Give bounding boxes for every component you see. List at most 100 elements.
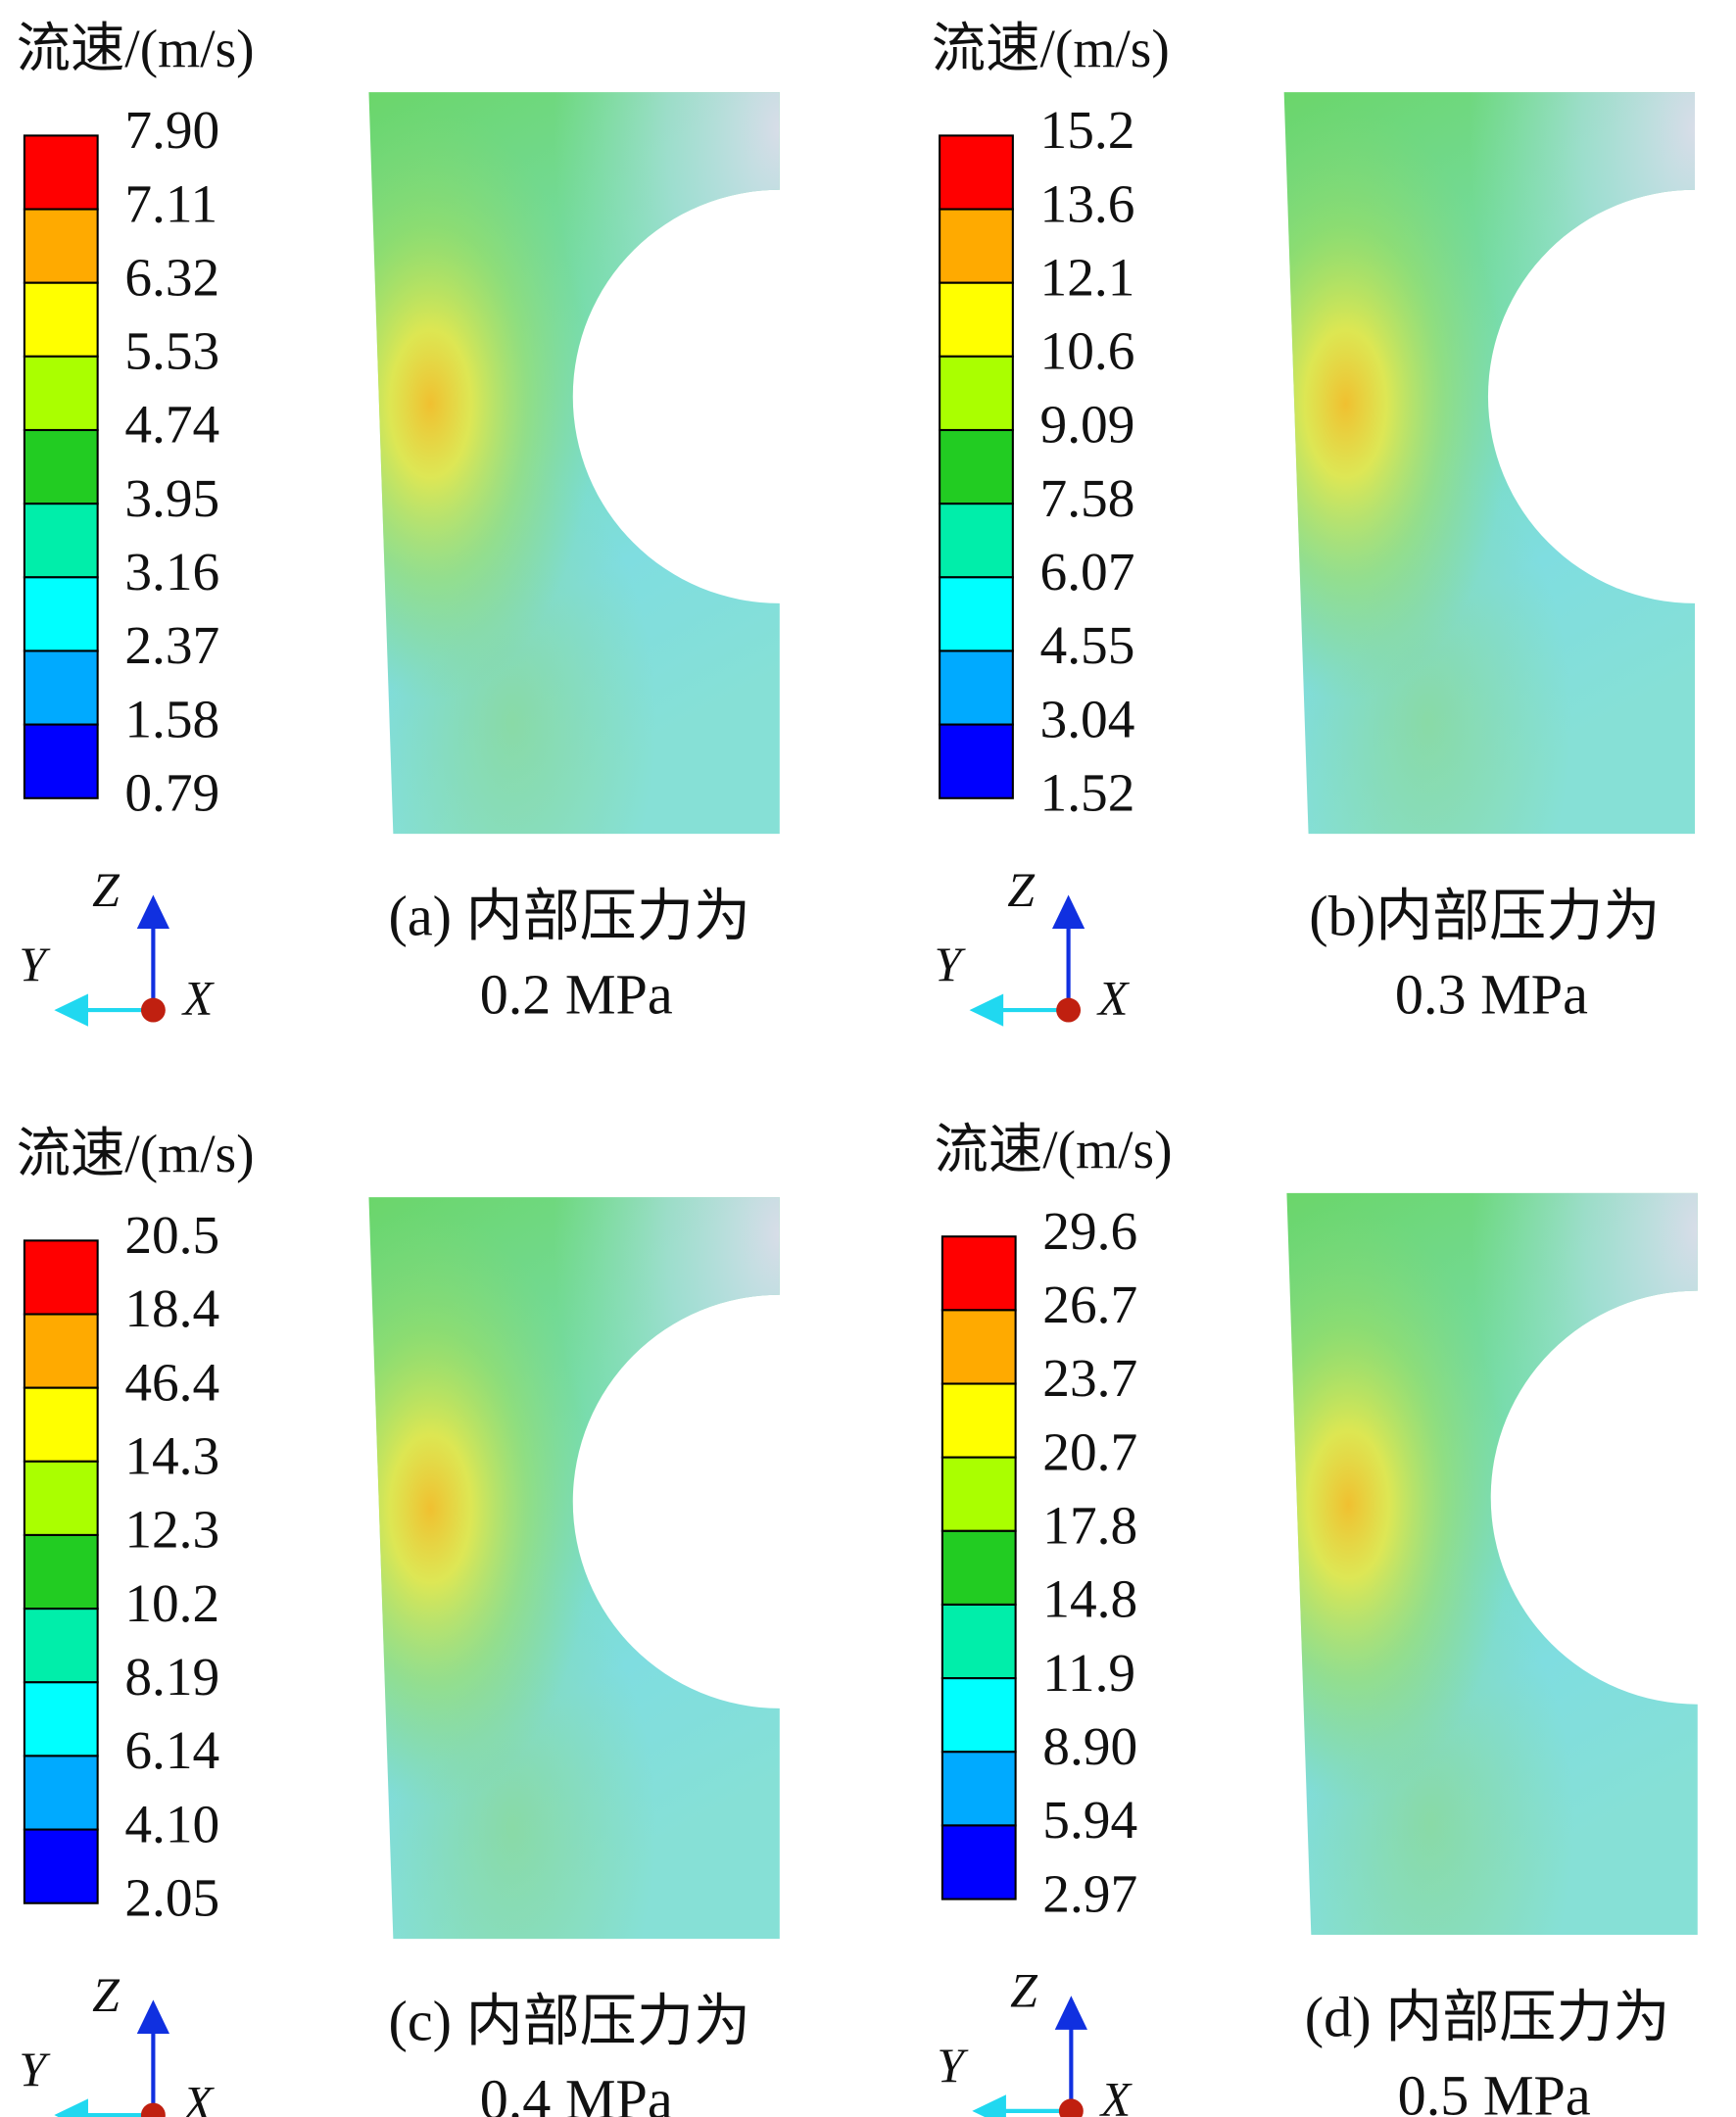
colorbar-segment (940, 1456, 1017, 1532)
colorbar-segment (23, 576, 99, 652)
axis-y-head (969, 993, 1004, 1027)
colorbar-label: 10.6 (1040, 321, 1135, 381)
axis-z-head (136, 894, 170, 930)
colorbar-segment (23, 281, 99, 358)
caption-line: 0.3 MPa (1395, 963, 1588, 1027)
axis-z-head (136, 1999, 170, 2034)
colorbar-label: 29.6 (1042, 1201, 1137, 1261)
colorbar-segment (23, 134, 99, 211)
axis-z-head (1051, 894, 1085, 930)
colorbar-label: 13.6 (1040, 173, 1135, 233)
colorbar-segment (940, 1751, 1017, 1827)
colorbar-segment (939, 428, 1014, 505)
colorbar-segment (23, 723, 99, 799)
colorbar-label: 20.7 (1042, 1421, 1137, 1481)
colorbar-label: 6.07 (1040, 542, 1135, 601)
colorbar-segment (939, 723, 1014, 799)
axis-z-label: Z (92, 1968, 121, 2022)
colorbar-segment (940, 1235, 1017, 1312)
axis-y-label: Y (19, 938, 51, 991)
colorbar-segment (940, 1382, 1017, 1459)
colorbar-label: 8.19 (124, 1647, 219, 1707)
colorbar-label: 1.58 (124, 689, 219, 748)
colorbar-segment (23, 1681, 99, 1757)
axis-z-head (1054, 1996, 1087, 2030)
legend-title: 流速/(m/s) (17, 19, 255, 78)
axis-y-head (54, 993, 88, 1027)
legend-title: 流速/(m/s) (935, 1120, 1173, 1179)
colorbar-label: 12.1 (1040, 247, 1135, 307)
colorbar-label: 17.8 (1042, 1496, 1137, 1556)
legend-title: 流速/(m/s) (17, 1124, 255, 1183)
axis-x-label: X (1099, 2072, 1133, 2117)
colorbar-label: 1.52 (1040, 762, 1135, 822)
colorbar-segment (23, 1828, 99, 1904)
colorbar-segment (23, 1755, 99, 1831)
colorbar-segment (939, 503, 1014, 579)
colorbar-segment (23, 1313, 99, 1389)
panel: 流速/(m/s) 29.6 26.7 23.7 20.7 17.8 14.8 11.9 8.90… (935, 1120, 1698, 2117)
axis-z-label: Z (1007, 863, 1036, 917)
panel: 流速/(m/s) 15.2 13.6 12.1 10.6 9.09 7.58 6.07 4.55… (932, 19, 1695, 1027)
colorbar-label: 5.94 (1042, 1790, 1137, 1850)
caption-line: (c) 内部压力为 (388, 1989, 750, 2052)
axis-y-label: Y (19, 2043, 51, 2096)
axis-y-head (54, 2098, 88, 2117)
colorbar-label: 4.74 (124, 395, 219, 455)
colorbar-segment (23, 1239, 99, 1316)
colorbar-label: 20.5 (124, 1205, 219, 1265)
colorbar-segment (23, 1386, 99, 1463)
axis-x-label: X (181, 2077, 216, 2117)
caption-line: 0.5 MPa (1398, 2064, 1591, 2117)
colorbar-segment (23, 428, 99, 505)
colorbar-label: 3.16 (124, 542, 219, 601)
colorbar-segment (23, 355, 99, 432)
panel: 流速/(m/s) 7.90 7.11 6.32 5.53 4.74 3.95 3.16 2.37… (17, 19, 780, 1027)
colorbar-label: 12.3 (124, 1500, 219, 1560)
colorbar-label: 0.79 (124, 762, 219, 822)
velocity-contour (1283, 92, 1695, 835)
axis-y-label: Y (935, 938, 967, 991)
colorbar-label: 2.97 (1042, 1863, 1137, 1923)
colorbar-segment (23, 1460, 99, 1537)
colorbar-label: 2.37 (124, 615, 219, 675)
colorbar-label: 5.53 (124, 321, 219, 381)
colorbar-segment (940, 1603, 1017, 1680)
caption-line: (d) 内部压力为 (1305, 1985, 1670, 2048)
caption-line: (a) 内部压力为 (388, 884, 750, 947)
colorbar-segment (23, 1533, 99, 1611)
colorbar-label: 26.7 (1042, 1275, 1137, 1334)
colorbar-label: 23.7 (1042, 1348, 1137, 1408)
axis-y-head (972, 2094, 1006, 2117)
velocity-contour (368, 92, 780, 835)
panel: 流速/(m/s) 20.5 18.4 46.4 14.3 12.3 10.2 8.19 6.14… (17, 1124, 780, 2117)
axis-z-label: Z (92, 863, 121, 917)
colorbar-segment (23, 650, 99, 726)
axis-x-dot (1058, 2098, 1084, 2117)
colorbar-segment (939, 576, 1014, 652)
colorbar-label: 3.04 (1040, 689, 1135, 748)
colorbar-label: 46.4 (124, 1352, 219, 1412)
colorbar-label: 4.55 (1040, 615, 1135, 675)
colorbar-label: 8.90 (1042, 1716, 1137, 1776)
axis-y-label: Y (937, 2039, 969, 2093)
colorbar-label: 7.11 (124, 173, 217, 233)
colorbar-segment (939, 281, 1014, 358)
caption-line: 0.4 MPa (480, 2068, 673, 2117)
colorbar-segment (939, 208, 1014, 284)
velocity-contour (368, 1197, 780, 1940)
legend-title: 流速/(m/s) (932, 19, 1170, 78)
colorbar-label: 14.8 (1042, 1569, 1137, 1629)
axis-z-label: Z (1010, 1964, 1038, 2018)
colorbar-segment (940, 1309, 1017, 1385)
axis-x-dot (140, 2102, 166, 2117)
colorbar-segment (940, 1529, 1017, 1607)
colorbar-label: 6.14 (124, 1720, 219, 1780)
caption-line: 0.2 MPa (480, 963, 673, 1027)
colorbar-label: 14.3 (124, 1426, 219, 1486)
colorbar-label: 6.32 (124, 247, 219, 307)
colorbar-segment (940, 1677, 1017, 1754)
colorbar-label: 15.2 (1040, 100, 1135, 160)
colorbar-segment (939, 650, 1014, 726)
